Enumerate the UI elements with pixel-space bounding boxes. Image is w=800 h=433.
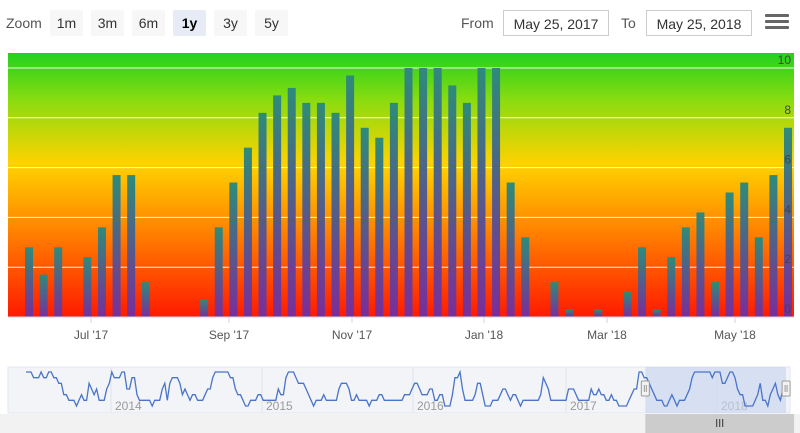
bar[interactable] bbox=[448, 85, 457, 318]
zoom-label: Zoom bbox=[6, 15, 42, 31]
bar[interactable] bbox=[316, 102, 325, 317]
bar[interactable] bbox=[25, 247, 33, 317]
handle-body[interactable] bbox=[781, 380, 791, 397]
bar[interactable] bbox=[740, 182, 749, 317]
hamburger-menu-icon[interactable] bbox=[765, 12, 789, 34]
bar[interactable] bbox=[127, 175, 136, 317]
bar[interactable] bbox=[711, 282, 720, 317]
y-tick-label: 8 bbox=[784, 103, 791, 117]
bar[interactable] bbox=[550, 282, 559, 317]
bar[interactable] bbox=[769, 175, 778, 317]
bar[interactable] bbox=[652, 309, 661, 317]
y-tick-label: 0 bbox=[784, 302, 791, 316]
y-tick-label: 6 bbox=[784, 153, 791, 167]
navigator-year-label: 2014 bbox=[115, 399, 142, 413]
bar[interactable] bbox=[360, 127, 369, 317]
handle-body[interactable] bbox=[640, 380, 650, 397]
navigator-year-label: 2016 bbox=[417, 399, 444, 413]
y-tick-label: 10 bbox=[778, 53, 792, 67]
scrollbar[interactable] bbox=[0, 414, 800, 433]
bar[interactable] bbox=[667, 257, 676, 317]
to-date-input[interactable]: May 25, 2018 bbox=[646, 10, 752, 36]
bar[interactable] bbox=[696, 212, 705, 317]
from-label: From bbox=[461, 15, 494, 31]
bar[interactable] bbox=[83, 257, 92, 317]
navigator-selected-range[interactable] bbox=[645, 367, 787, 413]
range-selector-toolbar: Zoom 1m 3m 6m 1y 3y 5y From May 25, 2017… bbox=[0, 0, 800, 48]
y-tick-label: 2 bbox=[784, 252, 791, 266]
zoom-3m-button[interactable]: 3m bbox=[91, 10, 124, 36]
drag-handle-icon[interactable] bbox=[640, 380, 650, 397]
y-tick-label: 4 bbox=[784, 202, 791, 216]
bar[interactable] bbox=[258, 112, 267, 317]
zoom-3y-button[interactable]: 3y bbox=[214, 10, 247, 36]
bar[interactable] bbox=[725, 192, 734, 318]
bar[interactable] bbox=[784, 127, 792, 317]
bar[interactable] bbox=[346, 75, 355, 317]
bar[interactable] bbox=[506, 182, 515, 317]
navigator-year-label: 2017 bbox=[570, 399, 597, 413]
navigator-year-label: 2015 bbox=[266, 399, 293, 413]
bar[interactable] bbox=[594, 309, 603, 317]
bar[interactable] bbox=[404, 68, 413, 317]
x-tick-label: Jan '18 bbox=[465, 328, 504, 342]
bar[interactable] bbox=[54, 247, 63, 317]
bar[interactable] bbox=[623, 292, 632, 317]
zoom-1y-button[interactable]: 1y bbox=[173, 10, 206, 36]
bar[interactable] bbox=[462, 102, 471, 317]
plot-background bbox=[8, 53, 794, 317]
x-tick-label: Mar '18 bbox=[587, 328, 627, 342]
navigator-series-line bbox=[26, 369, 789, 409]
bar[interactable] bbox=[331, 112, 340, 317]
zoom-1m-button[interactable]: 1m bbox=[50, 10, 83, 36]
navigator: 20142015201620172018 bbox=[7, 366, 791, 414]
bar[interactable] bbox=[112, 175, 121, 317]
bar[interactable] bbox=[477, 68, 486, 317]
x-tick-label: Sep '17 bbox=[209, 328, 250, 342]
bar[interactable] bbox=[141, 282, 150, 317]
x-tick-label: May '18 bbox=[714, 328, 756, 342]
bar[interactable] bbox=[638, 247, 647, 317]
bar[interactable] bbox=[97, 227, 106, 317]
bar[interactable] bbox=[754, 237, 763, 317]
bar[interactable] bbox=[375, 137, 384, 317]
zoom-5y-button[interactable]: 5y bbox=[255, 10, 288, 36]
gridlines bbox=[8, 67, 794, 268]
bar[interactable] bbox=[214, 227, 223, 317]
scrollbar-track[interactable] bbox=[0, 414, 800, 433]
bar[interactable] bbox=[39, 274, 48, 317]
bar[interactable] bbox=[681, 227, 690, 317]
bar[interactable] bbox=[302, 102, 311, 317]
bar[interactable] bbox=[521, 237, 530, 317]
bar[interactable] bbox=[200, 299, 209, 317]
bar[interactable] bbox=[492, 68, 501, 317]
bar[interactable] bbox=[565, 309, 574, 317]
bar-series bbox=[25, 68, 792, 318]
bar[interactable] bbox=[389, 102, 398, 317]
from-date-input[interactable]: May 25, 2017 bbox=[503, 10, 609, 36]
to-label: To bbox=[621, 15, 636, 31]
bar[interactable] bbox=[229, 182, 238, 317]
bar[interactable] bbox=[273, 95, 282, 317]
bar[interactable] bbox=[419, 68, 428, 317]
bar[interactable] bbox=[287, 87, 296, 317]
x-tick-label: Jul '17 bbox=[74, 328, 109, 342]
x-axis: Jul '17 Sep '17 Nov '17 Jan '18 Mar '18 May '… bbox=[74, 317, 756, 342]
drag-handle-icon[interactable] bbox=[781, 380, 791, 397]
x-tick-label: Nov '17 bbox=[332, 328, 373, 342]
bar[interactable] bbox=[243, 147, 252, 317]
bar[interactable] bbox=[433, 68, 442, 317]
scroll-grip-icon bbox=[716, 419, 724, 427]
zoom-6m-button[interactable]: 6m bbox=[132, 10, 165, 36]
y-axis: 0 2 4 6 8 10 bbox=[778, 53, 792, 316]
